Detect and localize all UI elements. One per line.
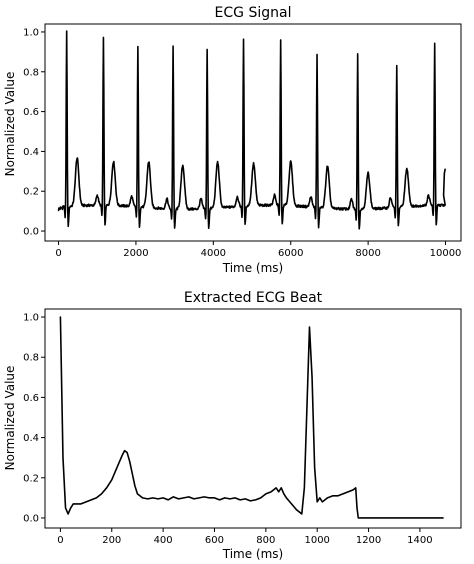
x-tick-label: 1200	[356, 535, 381, 546]
y-tick-label: 0.4	[23, 433, 39, 444]
x-tick-label: 800	[256, 535, 275, 546]
plot-frame	[44, 308, 462, 529]
y-tick-label: 0.6	[23, 107, 39, 118]
x-tick-label: 4000	[201, 248, 226, 259]
x-tick-label: 6000	[278, 248, 303, 259]
y-axis-label: Normalized Value	[3, 366, 17, 471]
y-axis-label: Normalized Value	[3, 72, 17, 177]
x-axis-label: Time (ms)	[222, 261, 284, 275]
x-tick-label: 0	[57, 535, 63, 546]
chart-title: Extracted ECG Beat	[184, 290, 323, 306]
x-tick-label: 0	[55, 248, 61, 259]
y-tick-label: 0.8	[23, 67, 39, 78]
beat-trace	[59, 316, 444, 519]
x-tick-label: 8000	[355, 248, 380, 259]
y-tick-label: 0.4	[23, 147, 39, 158]
x-tick-label: 1000	[304, 535, 329, 546]
ecg-trace	[57, 30, 446, 230]
x-tick-label: 2000	[123, 248, 148, 259]
y-tick-label: 0.8	[23, 353, 39, 364]
plot-frame	[44, 23, 462, 242]
y-tick-label: 0.0	[23, 227, 39, 238]
y-tick-label: 0.2	[23, 187, 39, 198]
x-axis-label: Time (ms)	[222, 547, 284, 561]
extracted-beat-chart: Extracted ECG Beat Time (ms) Normalized …	[3, 290, 462, 561]
x-tick-label: 10000	[430, 248, 462, 259]
y-tick-label: 0.2	[23, 473, 39, 484]
chart-title: ECG Signal	[215, 5, 292, 21]
x-tick-label: 400	[154, 535, 173, 546]
axis-ticks: 0 200 400 600 800 1000 1200 1400 0.0 0.2 0.4 0.6 0.8…	[23, 313, 433, 546]
axis-ticks: 0 2000 4000 6000 8000 10000 0.0 0.2 0.4 0.6 0.8 1.0	[23, 27, 461, 259]
y-tick-label: 0.6	[23, 393, 39, 404]
y-tick-label: 1.0	[23, 27, 39, 38]
y-tick-label: 0.0	[23, 513, 39, 524]
x-tick-label: 600	[205, 535, 224, 546]
x-tick-label: 1400	[407, 535, 432, 546]
y-tick-label: 1.0	[23, 313, 39, 324]
x-tick-label: 200	[102, 535, 121, 546]
ecg-signal-chart: ECG Signal Time (ms) Normalized Value 0 2…	[3, 5, 462, 275]
